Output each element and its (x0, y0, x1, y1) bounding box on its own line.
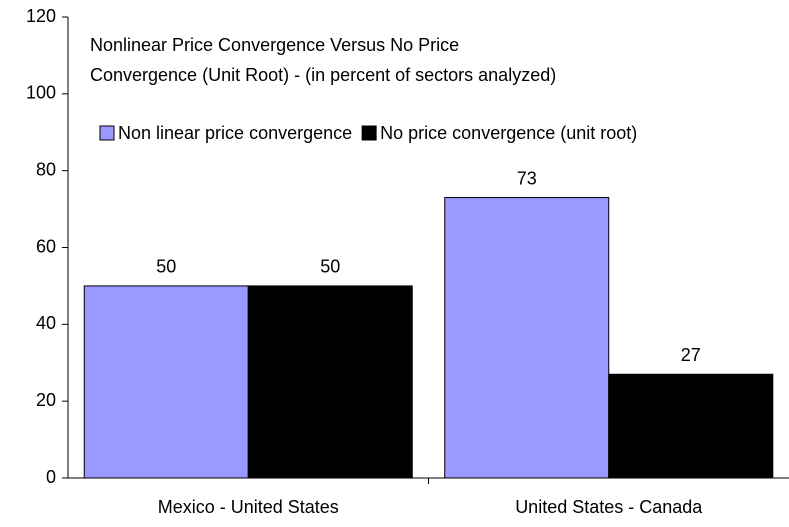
x-tick-label: Mexico - United States (158, 497, 339, 517)
bar (444, 197, 610, 479)
y-tick-label: 120 (26, 6, 56, 26)
value-label: 50 (156, 257, 176, 277)
y-tick-label: 20 (36, 390, 56, 410)
chart-title: Nonlinear Price Convergence Versus No Pr… (90, 35, 459, 55)
y-tick-label: 80 (36, 159, 56, 179)
bar (247, 285, 413, 479)
y-tick-label: 40 (36, 313, 56, 333)
chart-title: Convergence (Unit Root) - (in percent of… (90, 65, 556, 85)
legend-label: Non linear price convergence (118, 123, 352, 143)
value-label: 73 (517, 168, 537, 188)
bar (608, 373, 774, 479)
y-tick-label: 0 (46, 467, 56, 487)
legend-swatch (99, 125, 115, 141)
x-tick-label: United States - Canada (515, 497, 703, 517)
value-label: 50 (320, 257, 340, 277)
legend-swatch (361, 125, 377, 141)
bar (83, 285, 249, 479)
y-tick-label: 60 (36, 236, 56, 256)
legend-label: No price convergence (unit root) (380, 123, 637, 143)
value-label: 27 (681, 345, 701, 365)
y-tick-label: 100 (26, 83, 56, 103)
